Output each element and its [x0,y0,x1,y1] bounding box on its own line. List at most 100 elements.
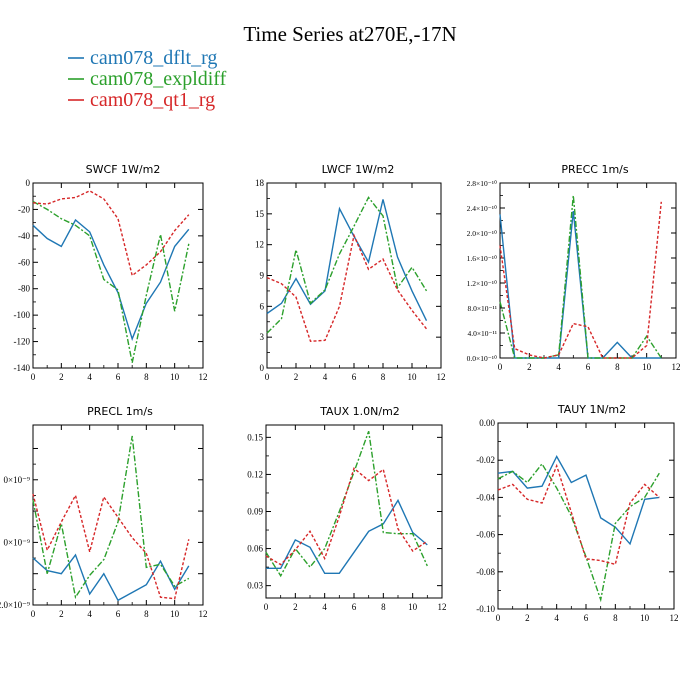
y-tick-label: 9 [260,271,265,281]
legend-item: cam078_qt1_rg [68,89,215,111]
series-line-cam078_expldiff [497,462,660,603]
x-tick-label: 6 [586,362,591,372]
x-tick-label: 8 [144,609,149,619]
x-tick-label: 4 [322,602,327,612]
y-tick-label: 0.06 [247,544,263,554]
series-line-cam078_qt1_rg [265,467,428,566]
tauy-panel: TAUY 1N/m2 0 2 4 6 8 10 12 -0.10 -0.08 -0.06 -0.04 -… [476,403,678,623]
x-tick-label: 4 [87,372,92,382]
y-tick-label: 2.0×10⁻¹⁰ [467,229,497,238]
legend-item: cam078_dflt_rg [68,47,217,69]
x-tick-label: 0 [31,609,36,619]
series-line-cam078_dflt_rg [32,553,190,602]
y-tick-label: 0×10⁻⁹ [4,475,30,485]
y-tick-label: -80 [18,284,30,294]
x-tick-label: 12 [199,372,208,382]
x-tick-label: 8 [381,602,386,612]
series-line-cam078_expldiff [32,200,190,363]
y-tick-label: 8.0×10⁻¹¹ [467,304,497,313]
series-line-cam078_qt1_rg [497,463,660,566]
precl-panel: PRECL 1m/s 0 2 4 6 8 10 12 2.0×10⁻⁹ 0×10⁻⁹ 0×10⁻⁹ [0,405,208,619]
x-tick-label: 4 [323,372,328,382]
series-line-cam078_qt1_rg [499,201,662,359]
y-tick-label: 3 [260,332,265,342]
x-tick-label: 4 [556,362,561,372]
x-tick-label: 6 [116,609,121,619]
x-tick-label: 8 [144,372,149,382]
x-tick-label: 0 [264,602,269,612]
panel-title: LWCF 1W/m2 [322,163,395,176]
y-tick-label: 2.0×10⁻⁹ [0,600,30,610]
x-tick-label: 10 [408,602,418,612]
series-line-cam078_expldiff [266,196,428,334]
x-tick-label: 6 [352,602,357,612]
legend-label: cam078_expldiff [90,68,227,90]
lwcf-panel: LWCF 1W/m2 0 2 4 6 8 10 12 0 3 6 9 12 15 18 [255,163,446,382]
x-tick-label: 12 [199,609,208,619]
series-line-cam078_dflt_rg [497,455,660,546]
x-tick-label: 2 [294,372,299,382]
y-tick-label: -0.08 [476,567,495,577]
y-tick-label: 2.8×10⁻¹⁰ [467,179,497,188]
y-tick-label: -0.02 [476,455,495,465]
legend-label: cam078_dflt_rg [90,47,217,69]
series-line-cam078_dflt_rg [32,218,190,342]
x-tick-label: 0 [265,372,270,382]
y-tick-label: -60 [18,257,30,267]
y-tick-label: -120 [14,337,31,347]
plot-frame [32,424,204,606]
plot-frame [266,182,442,369]
panel-title: PRECC 1m/s [561,163,629,176]
plot-frame [32,182,204,369]
x-tick-label: 8 [613,613,618,623]
y-tick-label: 4.0×10⁻¹¹ [467,329,497,338]
y-tick-label: -40 [18,231,30,241]
x-tick-label: 10 [642,362,652,372]
x-tick-label: 12 [437,372,446,382]
y-tick-label: 0.0×10⁻¹⁰ [467,354,497,363]
y-tick-label: 0.09 [247,507,263,517]
series-line-cam078_expldiff [499,195,662,359]
x-tick-label: 10 [640,613,650,623]
y-tick-label: -20 [18,204,30,214]
plot-frame [497,422,675,610]
x-tick-label: 4 [87,609,92,619]
x-tick-label: 2 [527,362,532,372]
swcf-panel: SWCF 1W/m2 0 2 4 6 8 10 12 -140 -120 -100 -80 -60 -40… [14,163,208,382]
taux-panel: TAUX 1.0N/m2 0 2 4 6 8 10 12 0.03 0.06 0.09 0.12 0.1… [247,405,446,612]
y-tick-label: 0.00 [479,418,495,428]
legend: cam078_dflt_rg cam078_expldiff cam078_qt… [68,47,227,111]
x-tick-label: 6 [116,372,121,382]
y-tick-label: 15 [255,209,265,219]
y-tick-label: 12 [255,240,264,250]
y-tick-label: 18 [255,178,265,188]
x-tick-label: 0 [498,362,503,372]
x-tick-label: 2 [525,613,530,623]
y-tick-label: -140 [14,363,31,373]
x-tick-label: 10 [170,609,180,619]
precc-panel: PRECC 1m/s 0 2 4 6 8 10 12 0.0×10⁻¹⁰ 4.0×10⁻¹¹ 8.0… [467,163,681,372]
panel-title: SWCF 1W/m2 [86,163,161,176]
y-tick-label: -0.04 [476,492,495,502]
x-tick-label: 12 [670,613,679,623]
plot-frame [265,424,443,599]
y-tick-label: 0.15 [247,432,263,442]
series-line-cam078_dflt_rg [499,211,662,359]
legend-item: cam078_expldiff [68,68,227,90]
series-line-cam078_expldiff [32,435,190,600]
y-tick-label: 0.12 [247,469,263,479]
y-tick-label: 0.03 [247,581,263,591]
series-line-cam078_dflt_rg [266,199,428,322]
series-line-cam078_qt1_rg [266,233,428,343]
y-tick-label: 6 [260,301,265,311]
x-tick-label: 0 [31,372,36,382]
y-tick-label: -0.10 [476,604,495,614]
x-tick-label: 10 [408,372,418,382]
x-tick-label: 2 [59,609,64,619]
panel-title: TAUY 1N/m2 [557,403,626,416]
x-tick-label: 8 [615,362,620,372]
series-line-cam078_dflt_rg [266,498,428,574]
plot-frame [499,182,677,359]
x-tick-label: 8 [381,372,386,382]
